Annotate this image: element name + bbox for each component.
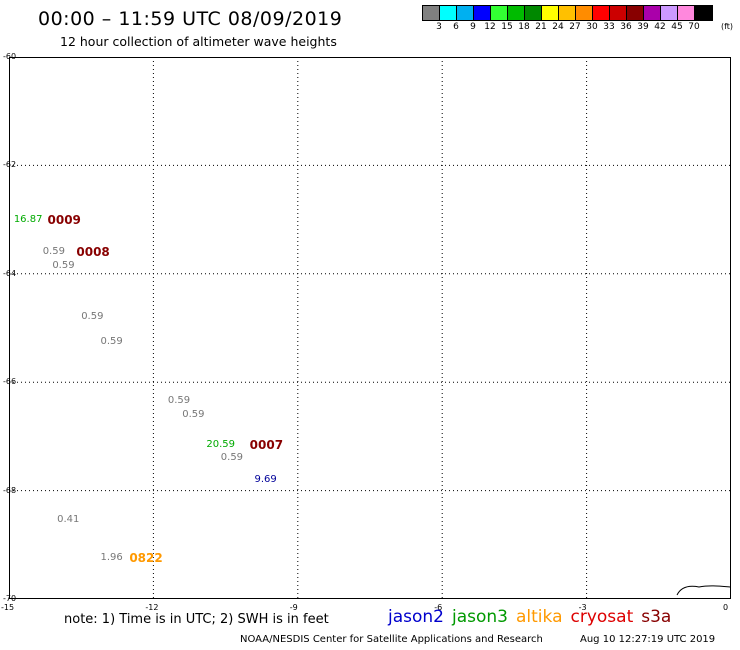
color-swatch (491, 6, 508, 20)
color-swatch (508, 6, 525, 20)
color-scale-label: 6 (453, 22, 459, 32)
color-swatch (542, 6, 559, 20)
longitude-tick-label: -15 (1, 603, 15, 612)
wave-height-value: 0.59 (52, 259, 75, 271)
color-scale-label: 27 (569, 22, 581, 32)
wave-height-value: 1.96 (100, 552, 123, 564)
map-frame (9, 57, 731, 599)
wave-height-value: 0.59 (81, 311, 104, 323)
wave-height-value: 0.59 (182, 408, 205, 420)
wave-height-map (9, 57, 731, 599)
wave-height-value: 0.59 (220, 452, 244, 464)
legend-jason2: jason2 (388, 607, 444, 627)
legend-cryosat: cryosat (570, 607, 634, 627)
color-scale-label: 30 (586, 22, 598, 32)
color-scale-labels: 3 6 9 12 15 18 21 24 27 30 33 36 39 42 45 70 (ft) (422, 22, 740, 34)
longitude-tick-label: -12 (145, 603, 159, 612)
color-scale-label: 70 (688, 22, 700, 32)
wave-height-value: 0.59 (167, 395, 191, 407)
wave-height-value: 9.69 (254, 473, 277, 485)
color-scale-label: 3 (436, 22, 442, 32)
legend-jason3: jason3 (452, 607, 508, 627)
map-subtitle: 12 hour collection of altimeter wave hei… (60, 34, 337, 49)
latitude-tick-label: -64 (3, 268, 17, 278)
units-note: note: 1) Time is in UTC; 2) SWH is in fe… (64, 612, 329, 627)
footer-timestamp: Aug 10 12:27:19 UTC 2019 (580, 634, 716, 645)
longitude-tick-label: 0 (723, 603, 729, 612)
wave-height-value: 20.59 (206, 438, 235, 450)
color-scale-unit: (ft) (720, 22, 734, 31)
color-scale-label: 42 (654, 22, 666, 32)
latitude-tick-label: -60 (3, 52, 17, 61)
color-swatch (525, 6, 542, 20)
longitude-tick-label: -3 (578, 603, 587, 612)
color-swatch (678, 6, 695, 20)
color-scale-label: 36 (620, 22, 632, 32)
latitude-tick-label: -70 (3, 594, 17, 603)
color-swatch (559, 6, 576, 20)
color-swatch (457, 6, 474, 20)
latitude-tick-label: -68 (3, 485, 17, 495)
color-swatch (423, 6, 440, 20)
color-swatch (576, 6, 593, 20)
color-scale-label: 12 (484, 22, 496, 32)
longitude-tick-label: -6 (434, 603, 443, 612)
color-scale-label: 15 (501, 22, 513, 32)
color-swatch (661, 6, 678, 20)
color-swatch (627, 6, 644, 20)
color-swatch (440, 6, 457, 20)
color-swatch (644, 6, 661, 20)
color-swatch (593, 6, 610, 20)
footer-credit: NOAA/NESDIS Center for Satellite Applica… (240, 634, 543, 645)
color-scale-label: 24 (552, 22, 564, 32)
latitude-tick-label: -66 (3, 377, 17, 387)
color-swatch (695, 6, 712, 20)
pass-time-label: 0008 (76, 245, 110, 260)
color-scale-label: 39 (637, 22, 649, 32)
color-scale-label: 45 (671, 22, 683, 32)
latitude-tick-label: -62 (3, 160, 17, 170)
wave-height-value: 0.41 (57, 514, 80, 526)
wave-height-value: 0.59 (100, 335, 123, 347)
color-swatch (474, 6, 491, 20)
coastline (676, 585, 731, 596)
wave-height-value: 0.59 (42, 246, 65, 258)
pass-time-label: 0009 (47, 212, 81, 227)
wave-height-value: 16.87 (13, 213, 43, 225)
color-scale-label: 9 (470, 22, 476, 32)
color-scale-label: 18 (518, 22, 530, 32)
longitude-tick-label: -9 (289, 603, 298, 612)
color-swatch (610, 6, 627, 20)
pass-time-label: 0822 (129, 551, 163, 566)
pass-time-label: 0007 (249, 437, 284, 452)
color-scale-bar (422, 5, 713, 21)
legend-altika: altika (516, 607, 563, 627)
color-scale-label: 33 (603, 22, 615, 32)
satellite-legend: jason2 jason3 altika cryosat s3a (388, 607, 679, 627)
color-scale-label: 21 (535, 22, 547, 32)
legend-s3a: s3a (641, 607, 672, 627)
map-title: 00:00 – 11:59 UTC 08/09/2019 (38, 8, 343, 30)
